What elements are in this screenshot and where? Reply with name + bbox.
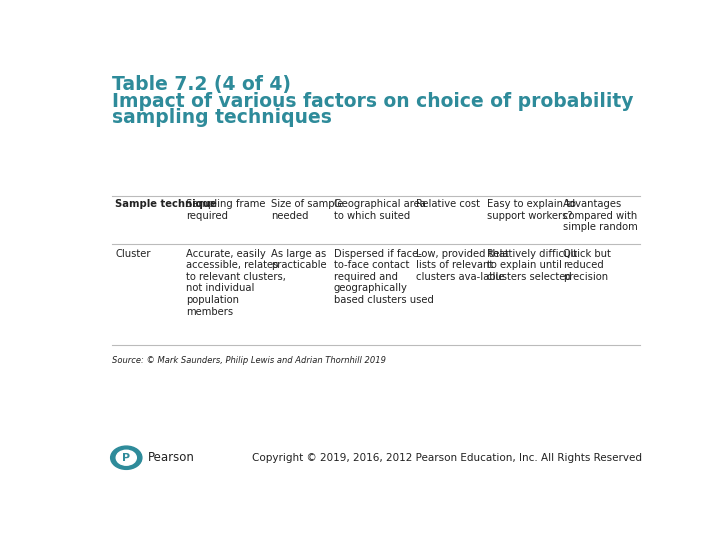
Circle shape [111, 446, 142, 469]
Text: Size of sample
needed: Size of sample needed [271, 199, 343, 221]
Circle shape [116, 450, 136, 465]
Text: Dispersed if face-
to-face contact
required and
geographically
based clusters us: Dispersed if face- to-face contact requi… [334, 248, 434, 305]
Text: Copyright © 2019, 2016, 2012 Pearson Education, Inc. All Rights Reserved: Copyright © 2019, 2016, 2012 Pearson Edu… [253, 453, 642, 463]
Text: Relatively difficult
to explain until
clusters selected: Relatively difficult to explain until cl… [487, 248, 577, 282]
Text: Relative cost: Relative cost [415, 199, 480, 209]
Text: As large as
practicable: As large as practicable [271, 248, 326, 270]
Text: Geographical area
to which suited: Geographical area to which suited [334, 199, 426, 221]
Text: Sampling frame
required: Sampling frame required [186, 199, 266, 221]
Text: sampling techniques: sampling techniques [112, 109, 332, 127]
Text: P: P [122, 453, 130, 463]
Text: Sample technique: Sample technique [115, 199, 217, 209]
Text: Pearson: Pearson [148, 451, 194, 464]
Text: Easy to explain to
support workers?: Easy to explain to support workers? [487, 199, 576, 221]
Text: Impact of various factors on choice of probability: Impact of various factors on choice of p… [112, 92, 634, 111]
Text: Low, provided that
lists of relevant
clusters ava­lable: Low, provided that lists of relevant clu… [415, 248, 508, 282]
Text: Advantages
compared with
simple random: Advantages compared with simple random [563, 199, 638, 232]
Text: Accurate, easily
accessible, relates
to relevant clusters,
not individual
popula: Accurate, easily accessible, relates to … [186, 248, 286, 316]
Text: Cluster: Cluster [115, 248, 150, 259]
Text: Table 7.2 (4 of 4): Table 7.2 (4 of 4) [112, 75, 292, 94]
Text: Source: © Mark Saunders, Philip Lewis and Adrian Thornhill 2019: Source: © Mark Saunders, Philip Lewis an… [112, 356, 387, 365]
Text: Quick but
reduced
precision: Quick but reduced precision [563, 248, 611, 282]
